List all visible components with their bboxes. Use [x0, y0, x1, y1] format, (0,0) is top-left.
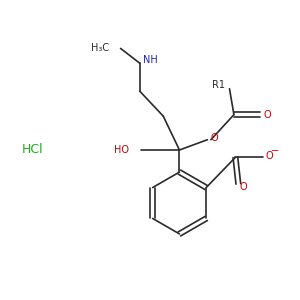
Text: O: O: [265, 151, 273, 161]
Text: R1: R1: [212, 80, 225, 90]
Text: O: O: [240, 182, 248, 192]
Text: HCl: HCl: [21, 143, 43, 157]
Text: −: −: [271, 146, 279, 156]
Text: HO: HO: [114, 145, 129, 155]
Text: NH: NH: [143, 55, 158, 65]
Text: O: O: [264, 110, 272, 120]
Text: O: O: [211, 133, 219, 143]
Text: H₃C: H₃C: [91, 44, 109, 53]
